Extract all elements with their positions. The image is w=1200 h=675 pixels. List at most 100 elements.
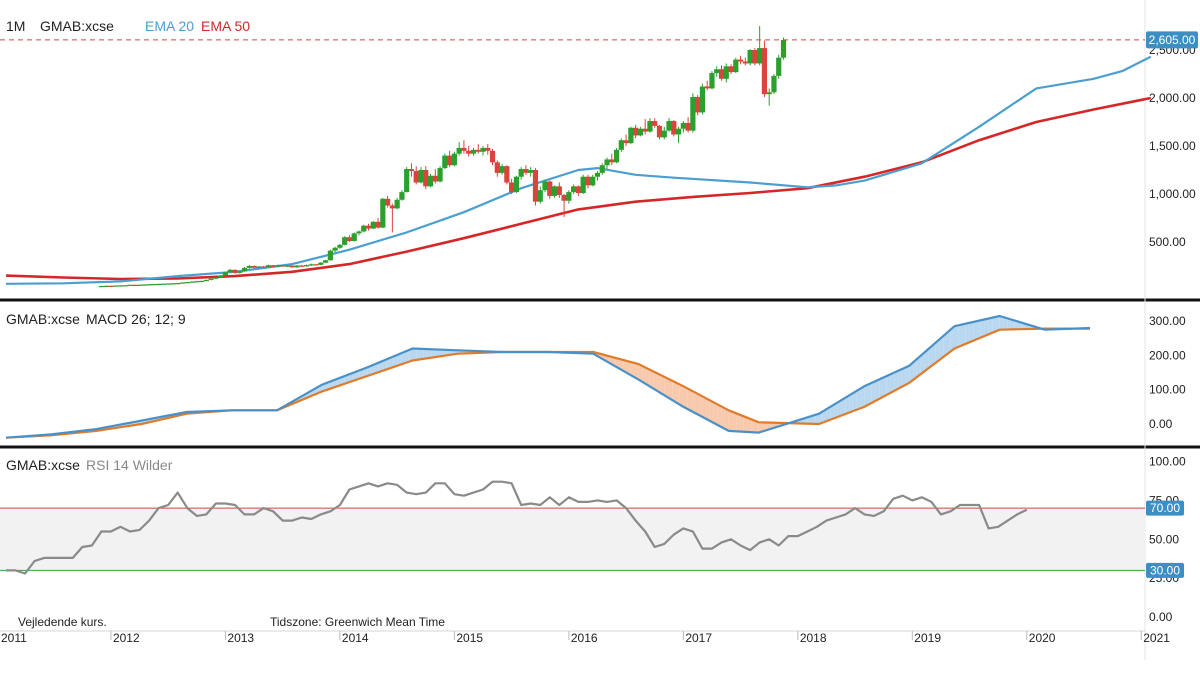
- candlesticks: [98, 26, 787, 288]
- candle: [718, 65, 725, 81]
- candle: [222, 271, 229, 277]
- candle: [289, 265, 295, 268]
- rsi-symbol-label: GMAB:xcse: [6, 457, 80, 473]
- price-tick-label: 1,000.00: [1149, 187, 1196, 201]
- candle: [246, 265, 252, 269]
- macd-main-path: [5, 314, 1091, 439]
- candle: [122, 285, 128, 287]
- candle: [303, 264, 310, 267]
- candle: [528, 167, 534, 177]
- candle: [308, 263, 314, 266]
- year-tick-label: 2019: [914, 631, 941, 645]
- candle: [566, 190, 572, 204]
- candle: [432, 169, 438, 184]
- candle: [675, 126, 682, 144]
- candle: [551, 185, 558, 198]
- rsi-line: [6, 480, 1028, 575]
- candle: [575, 185, 581, 196]
- candle: [494, 160, 500, 177]
- ema20-legend[interactable]: EMA 20: [145, 18, 194, 34]
- candle: [427, 173, 434, 188]
- candle: [456, 142, 462, 156]
- candle: [680, 121, 686, 133]
- candle: [170, 283, 176, 285]
- candle: [346, 235, 353, 242]
- candle: [513, 175, 519, 194]
- rsi-indicator-label[interactable]: RSI 14 Wilder: [86, 457, 173, 473]
- candle: [776, 54, 782, 79]
- macd-tick-label: 200.00: [1149, 348, 1186, 362]
- macd-lines: [5, 314, 1091, 439]
- rsi-lower-marker: 30.00: [1146, 562, 1184, 578]
- candle: [652, 118, 658, 128]
- candle: [132, 284, 138, 287]
- macd-symbol-label: GMAB:xcse: [6, 311, 80, 327]
- rsi-lower-box: [1146, 562, 1184, 578]
- year-tick-label: 2017: [685, 631, 712, 645]
- candle: [260, 266, 267, 269]
- candle: [332, 246, 338, 253]
- candle: [437, 166, 443, 183]
- year-tick-label: 2013: [227, 631, 254, 645]
- macd-signal-path: [5, 327, 1090, 439]
- candle: [656, 124, 663, 140]
- candle: [509, 178, 515, 194]
- timezone-label: Tidszone: Greenwich Mean Time: [270, 615, 445, 629]
- ema50-legend[interactable]: EMA 50: [201, 18, 250, 34]
- rsi-band: [0, 508, 1145, 571]
- candle: [356, 230, 362, 236]
- candle: [504, 165, 510, 185]
- candle: [704, 80, 710, 91]
- candle: [327, 249, 333, 261]
- candle: [165, 283, 171, 285]
- candle: [375, 218, 381, 229]
- candle: [108, 285, 114, 287]
- candle: [637, 126, 644, 137]
- candle: [413, 166, 419, 185]
- candle: [184, 281, 190, 284]
- candle: [237, 270, 243, 274]
- rsi-upper-box: [1146, 500, 1184, 516]
- candle: [151, 283, 157, 286]
- year-tick-label: 2020: [1029, 631, 1056, 645]
- candle: [594, 170, 601, 181]
- candle: [470, 147, 477, 156]
- candle: [213, 277, 219, 280]
- last-price-box: [1146, 31, 1198, 49]
- candle: [318, 262, 324, 266]
- candle: [728, 64, 734, 74]
- candle: [280, 264, 286, 267]
- candle: [256, 266, 262, 269]
- candle: [766, 88, 772, 106]
- candle: [203, 279, 209, 282]
- year-tick-label: 2021: [1143, 631, 1170, 645]
- candle: [556, 182, 562, 198]
- candle: [466, 146, 472, 157]
- candle: [175, 282, 181, 285]
- interval-label[interactable]: 1M: [6, 18, 25, 34]
- candle: [399, 190, 405, 201]
- candle: [475, 144, 481, 154]
- candle: [661, 126, 667, 140]
- rsi-upper-label: 70.00: [1150, 501, 1180, 515]
- candle: [361, 224, 367, 233]
- price-tick-label: 500.00: [1149, 235, 1186, 249]
- macd-axis: 0.00 100.00 200.00 300.00: [1149, 314, 1186, 431]
- macd-histogram-fill: [6, 315, 1090, 438]
- candle: [671, 120, 677, 137]
- candle: [265, 264, 271, 268]
- ema50-line: [5, 96, 1152, 281]
- candle: [442, 153, 448, 170]
- candle: [685, 117, 691, 133]
- candle: [179, 282, 186, 284]
- macd-indicator-label[interactable]: MACD 26; 12; 9: [86, 311, 186, 327]
- candle: [117, 285, 124, 287]
- rsi-lower-label: 30.00: [1150, 563, 1180, 577]
- candle: [757, 26, 763, 66]
- year-tick-label: 2011: [1, 631, 27, 645]
- price-axis: 500.001,000.001,500.002,000.002,500.00: [1149, 43, 1196, 249]
- candle: [590, 174, 596, 187]
- symbol-label[interactable]: GMAB:xcse: [40, 18, 114, 34]
- macd-tick-label: 100.00: [1149, 383, 1186, 397]
